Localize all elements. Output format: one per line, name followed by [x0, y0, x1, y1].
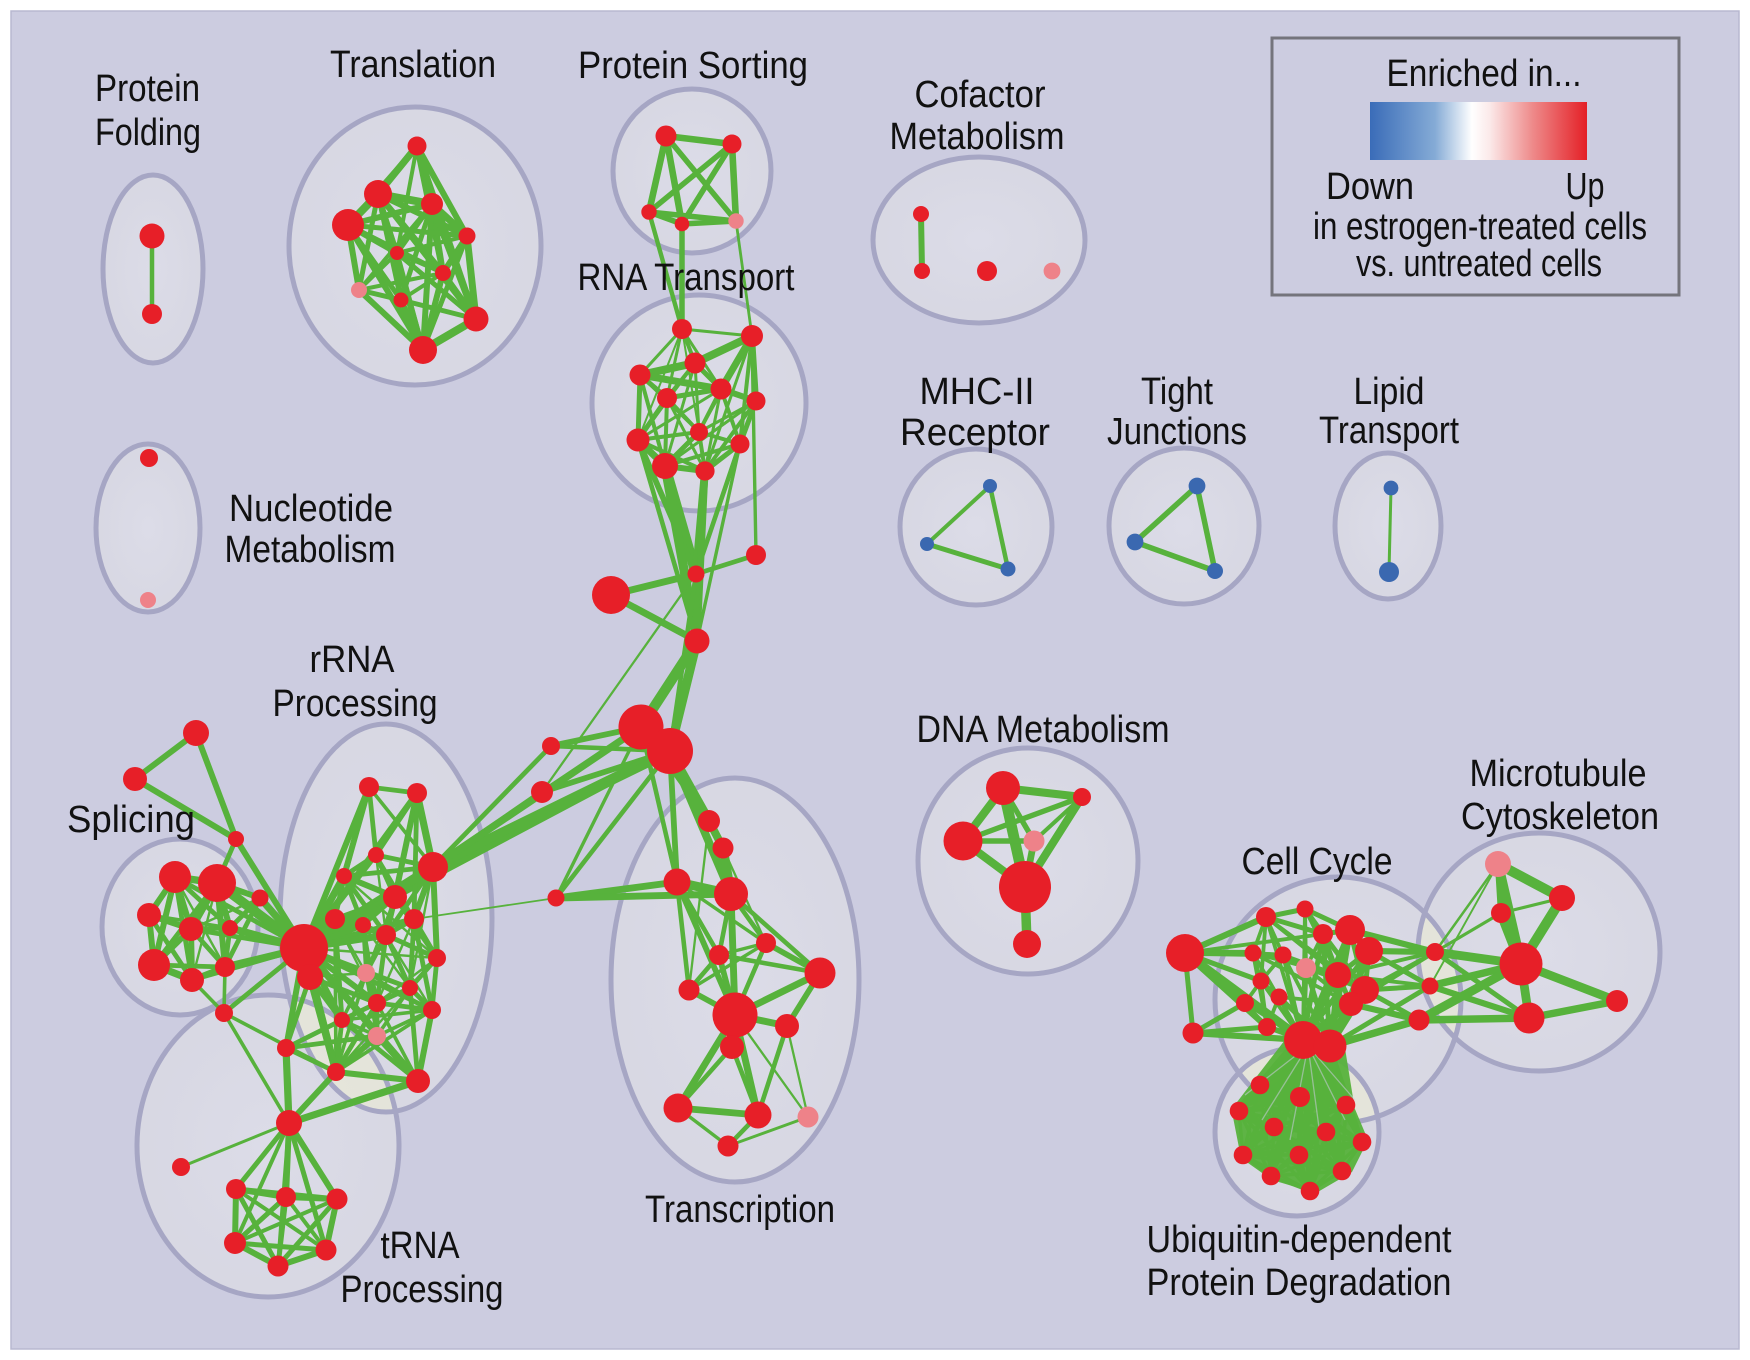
svg-text:Microtubule: Microtubule	[1470, 753, 1647, 795]
svg-text:Metabolism: Metabolism	[890, 116, 1065, 158]
svg-text:Cytoskeleton: Cytoskeleton	[1461, 796, 1659, 838]
svg-text:Cell Cycle: Cell Cycle	[1242, 841, 1393, 883]
svg-text:Processing: Processing	[341, 1269, 504, 1311]
svg-text:Processing: Processing	[273, 683, 438, 725]
svg-text:rRNA: rRNA	[310, 639, 396, 681]
svg-text:Lipid: Lipid	[1354, 371, 1425, 413]
svg-text:vs. untreated cells: vs. untreated cells	[1356, 243, 1602, 285]
svg-text:Up: Up	[1566, 166, 1605, 208]
svg-text:Transport: Transport	[1319, 410, 1459, 452]
svg-text:Splicing: Splicing	[67, 799, 195, 841]
svg-text:in estrogen-treated cells: in estrogen-treated cells	[1313, 206, 1647, 248]
svg-text:Transcription: Transcription	[645, 1189, 835, 1231]
svg-text:DNA Metabolism: DNA Metabolism	[917, 709, 1170, 751]
svg-text:Translation: Translation	[330, 44, 496, 86]
svg-text:Metabolism: Metabolism	[225, 529, 396, 571]
svg-text:MHC-II: MHC-II	[920, 371, 1035, 413]
svg-text:Enriched in...: Enriched in...	[1387, 53, 1582, 95]
svg-text:Ubiquitin-dependent: Ubiquitin-dependent	[1147, 1219, 1452, 1261]
svg-text:Tight: Tight	[1141, 371, 1213, 413]
svg-text:Receptor: Receptor	[900, 412, 1050, 454]
svg-text:Protein Sorting: Protein Sorting	[578, 45, 808, 87]
svg-text:Cofactor: Cofactor	[915, 74, 1046, 116]
svg-text:Protein Degradation: Protein Degradation	[1147, 1262, 1452, 1304]
svg-text:Protein: Protein	[95, 68, 200, 110]
svg-text:Junctions: Junctions	[1107, 411, 1247, 453]
svg-text:RNA Transport: RNA Transport	[578, 257, 795, 299]
svg-text:Folding: Folding	[95, 112, 201, 154]
svg-text:tRNA: tRNA	[381, 1225, 461, 1267]
svg-text:Nucleotide: Nucleotide	[229, 488, 393, 530]
svg-text:Down: Down	[1326, 166, 1414, 208]
